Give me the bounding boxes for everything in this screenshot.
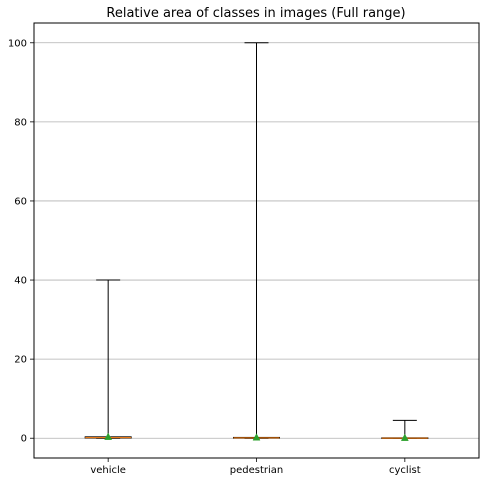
mean-marker <box>252 433 261 441</box>
chart-title: Relative area of classes in images (Full… <box>106 6 405 21</box>
y-axis-ticks: 0 20 40 60 80 100 <box>8 38 34 445</box>
x-axis-ticks: vehicle pedestrian cyclist <box>90 458 421 476</box>
plot-frame <box>33 22 480 459</box>
y-tick-label: 100 <box>8 38 27 49</box>
y-tick-label: 20 <box>14 355 27 366</box>
mean-marker <box>400 433 409 441</box>
mean-marker <box>104 432 113 440</box>
x-tick-label-pedestrian: pedestrian <box>230 465 284 476</box>
y-tick-label: 40 <box>14 276 27 287</box>
y-tick-label: 80 <box>14 117 27 128</box>
x-tick-label-cyclist: cyclist <box>389 465 421 476</box>
box-vehicle <box>84 279 132 440</box>
box-pedestrian <box>233 42 280 441</box>
boxes <box>84 42 429 441</box>
box-cyclist <box>381 419 429 441</box>
y-tick-label: 0 <box>21 434 27 445</box>
x-tick-label-vehicle: vehicle <box>90 465 126 476</box>
y-tick-label: 60 <box>14 196 27 207</box>
